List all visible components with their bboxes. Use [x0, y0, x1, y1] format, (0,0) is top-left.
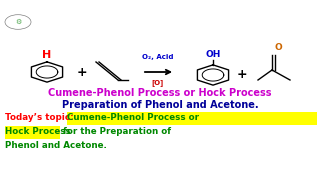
Text: Cumene-Phenol Process or: Cumene-Phenol Process or — [67, 114, 199, 123]
Text: Preparation of Phenol and Acetone.: Preparation of Phenol and Acetone. — [62, 100, 258, 110]
Text: for the Preparation of: for the Preparation of — [60, 127, 171, 136]
Text: Hock Process: Hock Process — [5, 127, 71, 136]
Text: OH: OH — [205, 50, 221, 59]
Text: H: H — [42, 50, 52, 60]
Text: ⚙: ⚙ — [15, 19, 21, 25]
Text: O₂, Acid: O₂, Acid — [142, 54, 174, 60]
Text: +: + — [77, 66, 87, 78]
Text: [O]: [O] — [152, 79, 164, 86]
Bar — [67, 112, 317, 125]
Bar — [5, 126, 60, 139]
Text: +: + — [237, 69, 247, 82]
Text: Phenol and Acetone.: Phenol and Acetone. — [5, 141, 107, 150]
Text: Today’s topic:: Today’s topic: — [5, 114, 77, 123]
Text: O: O — [274, 43, 282, 52]
Text: Cumene-Phenol Process or Hock Process: Cumene-Phenol Process or Hock Process — [48, 88, 272, 98]
